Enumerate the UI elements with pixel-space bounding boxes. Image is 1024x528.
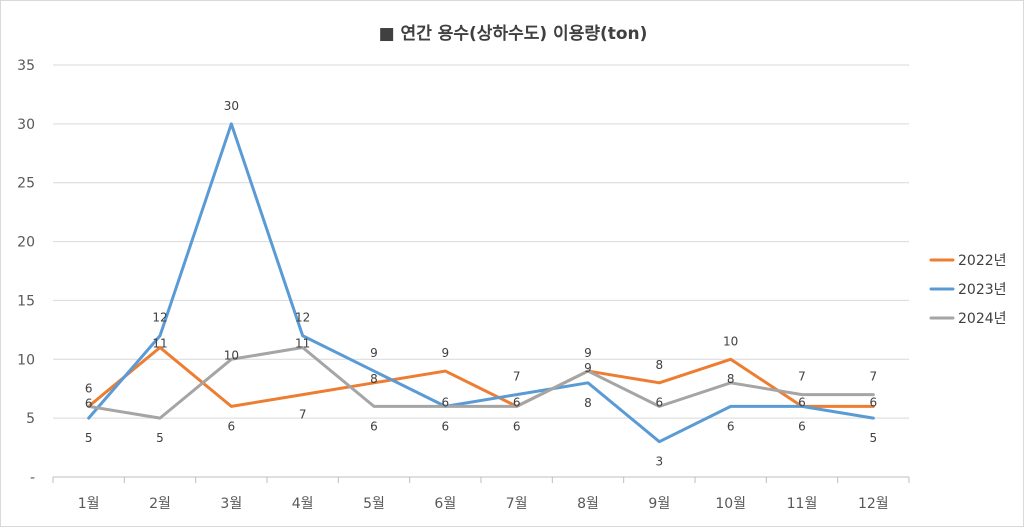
data-label: 7 [299, 408, 307, 422]
data-label: 12 [152, 311, 167, 325]
data-label: 8 [727, 372, 735, 386]
data-label: 6 [513, 395, 521, 409]
data-label: 7 [870, 370, 878, 384]
x-tick-label: 7월 [506, 496, 528, 512]
x-tick-label: 2월 [149, 496, 171, 512]
data-label: 6 [870, 395, 878, 409]
x-tick-label: 1월 [78, 496, 100, 512]
x-tick-label: 9월 [648, 496, 670, 512]
x-tick-label: 11월 [787, 496, 818, 512]
data-label: 7 [798, 370, 806, 384]
data-label: 10 [224, 348, 239, 362]
series-line-2024년 [87, 346, 875, 420]
data-label: 12 [295, 311, 310, 325]
legend-label: 2023년 [958, 282, 1007, 298]
data-label: 6 [85, 396, 93, 410]
data-label: 6 [228, 419, 236, 433]
x-tick-label: 8월 [577, 496, 599, 512]
y-tick-label: 20 [17, 235, 35, 251]
data-label: 6 [442, 395, 450, 409]
data-label: 5 [156, 431, 164, 445]
x-tick-label: 10월 [715, 496, 746, 512]
y-tick-label: 5 [26, 411, 35, 427]
y-tick-label: 35 [17, 58, 35, 74]
y-tick-label: 15 [17, 293, 35, 309]
series-line-2023년 [87, 122, 875, 444]
data-label: 3 [656, 455, 664, 469]
y-tick-label: - [30, 470, 35, 486]
chart-title: ■ 연간 용수(상하수도) 이용량(ton) [378, 24, 648, 44]
series-line-2022년 [87, 346, 875, 408]
data-label: 6 [85, 381, 93, 395]
data-label: 6 [513, 419, 521, 433]
y-tick-label: 10 [17, 352, 35, 368]
data-label: 9 [370, 346, 378, 360]
data-label: 30 [224, 99, 239, 113]
legend-label: 2024년 [958, 311, 1007, 327]
data-label: 11 [152, 337, 167, 351]
data-label: 11 [295, 337, 310, 351]
data-label: 6 [727, 419, 735, 433]
legend-label: 2022년 [958, 253, 1007, 269]
data-label: 8 [656, 358, 664, 372]
data-label: 6 [798, 419, 806, 433]
data-label: 8 [370, 372, 378, 386]
data-label: 5 [870, 431, 878, 445]
data-label: 6 [370, 419, 378, 433]
y-tick-label: 25 [17, 176, 35, 192]
x-tick-label: 5월 [363, 496, 385, 512]
data-label: 6 [442, 419, 450, 433]
y-tick-label: 30 [17, 117, 35, 133]
data-label: 9 [584, 361, 592, 375]
data-label: 5 [85, 431, 93, 445]
data-label: 10 [723, 334, 738, 348]
x-tick-label: 3월 [220, 496, 242, 512]
data-label: 6 [798, 395, 806, 409]
data-label: 9 [442, 346, 450, 360]
data-label: 7 [513, 370, 521, 384]
x-tick-label: 12월 [858, 496, 889, 512]
data-label: 9 [584, 346, 592, 360]
x-tick-label: 6월 [434, 496, 456, 512]
data-label: 8 [584, 396, 592, 410]
data-label: 6 [656, 395, 664, 409]
x-tick-label: 4월 [292, 496, 314, 512]
